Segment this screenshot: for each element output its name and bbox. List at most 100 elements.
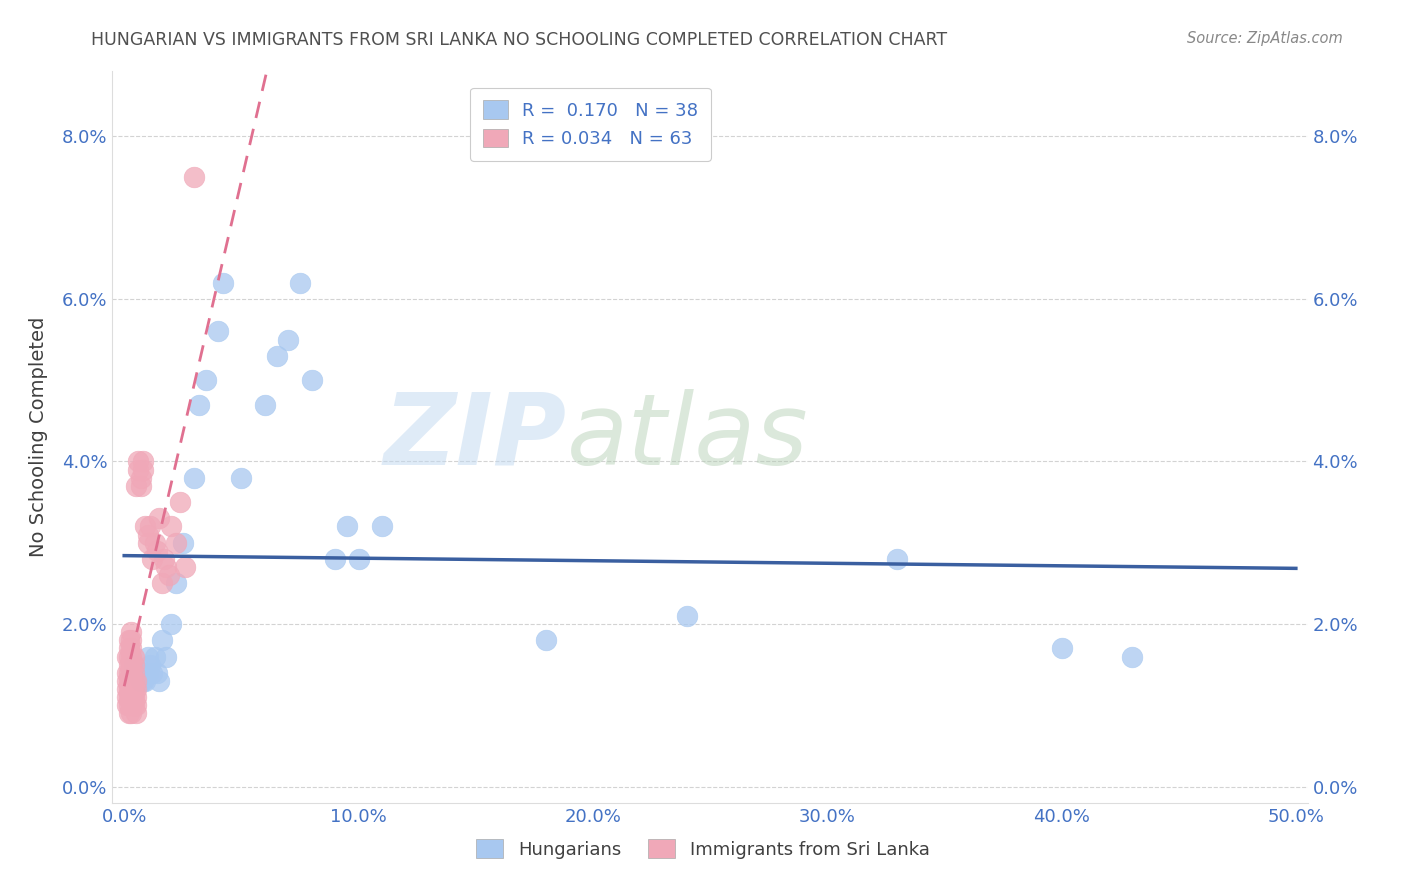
Point <box>120 690 142 705</box>
Point <box>288 276 311 290</box>
Point <box>675 608 697 623</box>
Point <box>122 649 145 664</box>
Point <box>118 681 141 696</box>
Point <box>886 552 908 566</box>
Point <box>136 527 159 541</box>
Point <box>253 398 276 412</box>
Point <box>115 681 138 696</box>
Point <box>118 633 141 648</box>
Point <box>336 519 359 533</box>
Point <box>129 471 152 485</box>
Point <box>122 698 145 713</box>
Point <box>118 690 141 705</box>
Point <box>148 511 170 525</box>
Point <box>125 698 148 713</box>
Point <box>125 690 148 705</box>
Point <box>127 454 149 468</box>
Point <box>174 560 197 574</box>
Point <box>127 665 149 680</box>
Point <box>266 349 288 363</box>
Point <box>129 673 152 688</box>
Point <box>169 495 191 509</box>
Point <box>125 665 148 680</box>
Point <box>195 373 218 387</box>
Point <box>155 560 177 574</box>
Point <box>323 552 346 566</box>
Text: Source: ZipAtlas.com: Source: ZipAtlas.com <box>1187 31 1343 46</box>
Point <box>1121 649 1143 664</box>
Point <box>118 698 141 713</box>
Point <box>120 633 142 648</box>
Point <box>141 665 163 680</box>
Point <box>118 706 141 721</box>
Point <box>118 641 141 656</box>
Point <box>231 471 253 485</box>
Point <box>347 552 370 566</box>
Point <box>207 325 229 339</box>
Point <box>125 673 148 688</box>
Point <box>122 657 145 672</box>
Point <box>136 535 159 549</box>
Point <box>127 462 149 476</box>
Point <box>183 471 205 485</box>
Point <box>115 665 138 680</box>
Point <box>277 333 299 347</box>
Point <box>160 617 183 632</box>
Point <box>115 673 138 688</box>
Point <box>115 690 138 705</box>
Point <box>118 649 141 664</box>
Point <box>120 625 142 640</box>
Point <box>1050 641 1073 656</box>
Point <box>143 535 166 549</box>
Point <box>371 519 394 533</box>
Point <box>120 706 142 721</box>
Point <box>132 673 155 688</box>
Point <box>211 276 233 290</box>
Point <box>122 665 145 680</box>
Point <box>183 169 205 184</box>
Point <box>115 698 138 713</box>
Point <box>120 649 142 664</box>
Point <box>146 665 169 680</box>
Point <box>120 641 142 656</box>
Point <box>120 665 142 680</box>
Point <box>136 649 159 664</box>
Point <box>120 673 142 688</box>
Point <box>143 649 166 664</box>
Point <box>134 673 156 688</box>
Text: HUNGARIAN VS IMMIGRANTS FROM SRI LANKA NO SCHOOLING COMPLETED CORRELATION CHART: HUNGARIAN VS IMMIGRANTS FROM SRI LANKA N… <box>91 31 948 49</box>
Point <box>120 657 142 672</box>
Point <box>165 576 187 591</box>
Point <box>188 398 211 412</box>
Point <box>155 649 177 664</box>
Point <box>165 535 187 549</box>
Text: ZIP: ZIP <box>384 389 567 485</box>
Legend: Hungarians, Immigrants from Sri Lanka: Hungarians, Immigrants from Sri Lanka <box>465 829 941 870</box>
Point <box>122 681 145 696</box>
Text: atlas: atlas <box>567 389 808 485</box>
Point <box>120 698 142 713</box>
Point <box>146 544 169 558</box>
Point <box>118 665 141 680</box>
Point <box>139 657 162 672</box>
Point <box>122 657 145 672</box>
Point <box>122 673 145 688</box>
Point <box>129 479 152 493</box>
Point <box>301 373 323 387</box>
Point <box>118 657 141 672</box>
Point <box>534 633 557 648</box>
Point <box>148 673 170 688</box>
Point <box>132 462 155 476</box>
Point <box>125 706 148 721</box>
Point <box>157 568 180 582</box>
Point <box>139 519 162 533</box>
Point <box>150 576 173 591</box>
Legend: R =  0.170   N = 38, R = 0.034   N = 63: R = 0.170 N = 38, R = 0.034 N = 63 <box>470 87 711 161</box>
Point <box>120 681 142 696</box>
Point <box>153 552 176 566</box>
Point <box>150 633 173 648</box>
Y-axis label: No Schooling Completed: No Schooling Completed <box>30 317 48 558</box>
Point <box>160 519 183 533</box>
Point <box>125 681 148 696</box>
Point <box>134 519 156 533</box>
